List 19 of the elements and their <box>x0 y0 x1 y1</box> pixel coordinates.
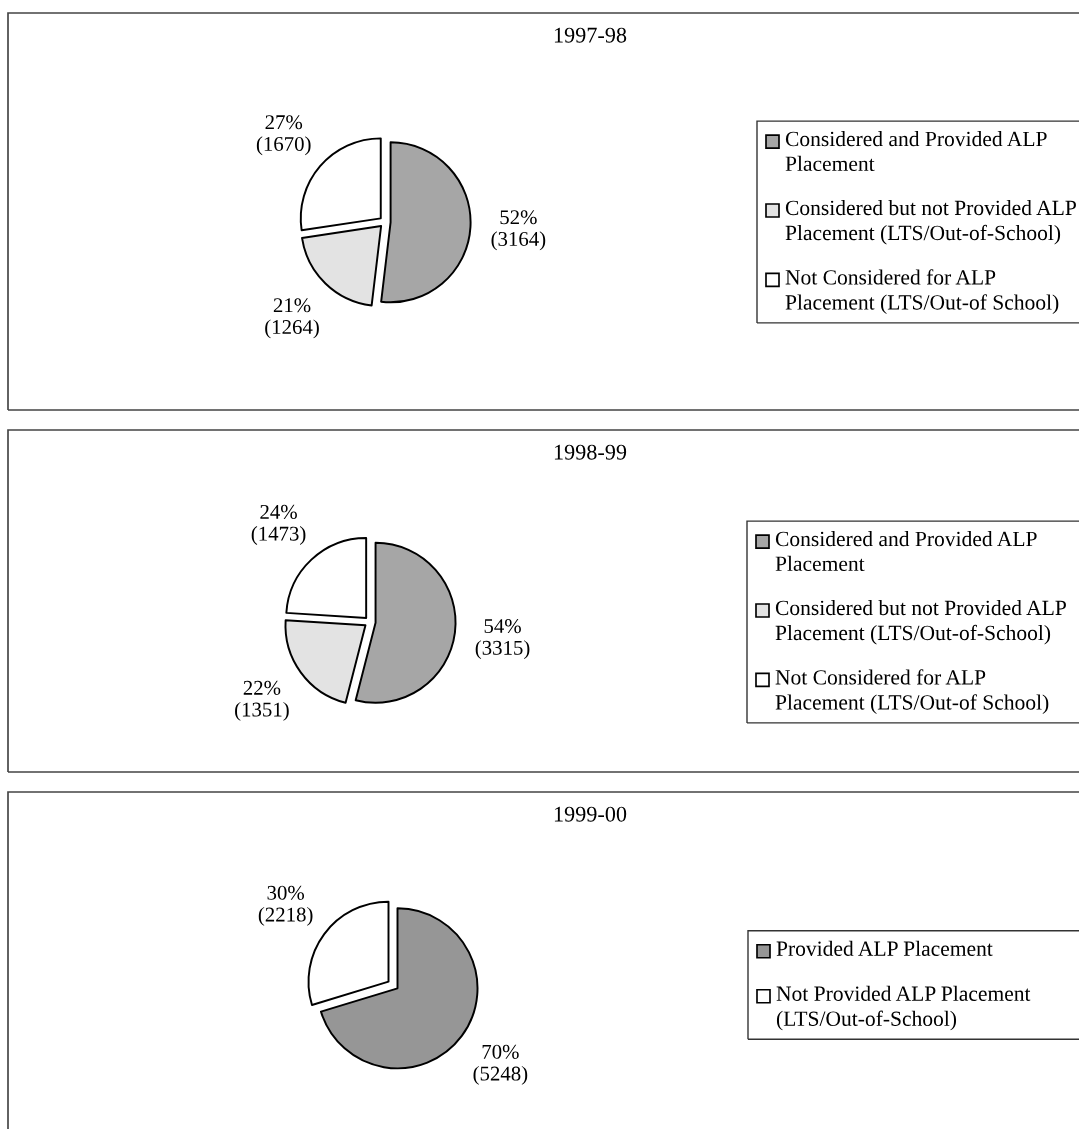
chart-title: 1999-00 <box>554 806 627 822</box>
chart-title: 1998-99 <box>554 444 627 460</box>
legend-label: Considered and Provided ALP Placement <box>775 531 1037 571</box>
data-label: 22% (1351) <box>235 680 289 721</box>
chart-title: 1997-98 <box>554 27 627 43</box>
data-label: 70% (5248) <box>473 1044 528 1085</box>
legend-label: Not Considered for ALP Placement (LTS/Out-of School) <box>775 669 1049 715</box>
legend-label: Provided ALP Placement <box>776 940 993 956</box>
data-label: 21% (1264) <box>265 298 319 339</box>
data-label: 54% (3315) <box>475 619 530 660</box>
legend-label: Considered and Provided ALP Placement <box>785 131 1047 171</box>
legend-label: Considered but not Provided ALP Placement (LTS/Out-of-School) <box>785 199 1076 245</box>
data-label: 24% (1473) <box>251 504 306 545</box>
legend-label: Not Considered for ALP Placement (LTS/Out-of School) <box>785 269 1059 315</box>
data-label: 30% (2218) <box>258 885 313 926</box>
data-label: 52% (3164) <box>491 210 546 251</box>
data-label: 27% (1670) <box>256 115 311 156</box>
legend-label: Considered but not Provided ALP Placement (LTS/Out-of-School) <box>775 599 1066 645</box>
legend-label: Not Provided ALP Placement (LTS/Out-of-School) <box>776 985 1031 1031</box>
